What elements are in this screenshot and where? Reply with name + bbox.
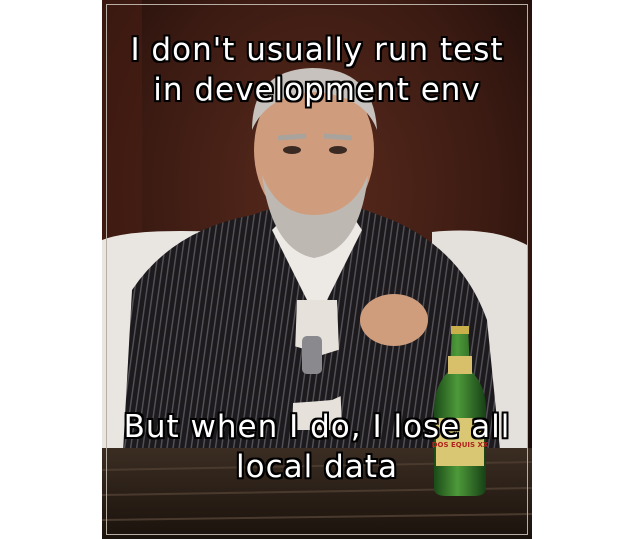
bottom-caption: But when I do, I lose all local data	[123, 409, 511, 485]
top-caption: I don't usually run test in development …	[130, 32, 504, 108]
bottle-label	[436, 418, 484, 466]
wristwatch	[302, 336, 322, 374]
head	[254, 72, 374, 228]
bottle-label-text: DOS EQUIS XX	[432, 441, 489, 449]
left-eye	[283, 146, 301, 154]
hair	[252, 68, 377, 130]
bottle-neck-label	[448, 356, 472, 374]
meme-photo: DOS EQUIS XX	[102, 0, 532, 539]
hand	[360, 294, 428, 346]
arm	[142, 327, 422, 405]
meme-image: DOS EQUIS XX I don't usually run test in…	[102, 0, 532, 539]
eyebrows	[277, 133, 353, 141]
beard	[262, 175, 368, 258]
right-eye	[329, 146, 347, 154]
bottle-cap	[451, 326, 469, 334]
